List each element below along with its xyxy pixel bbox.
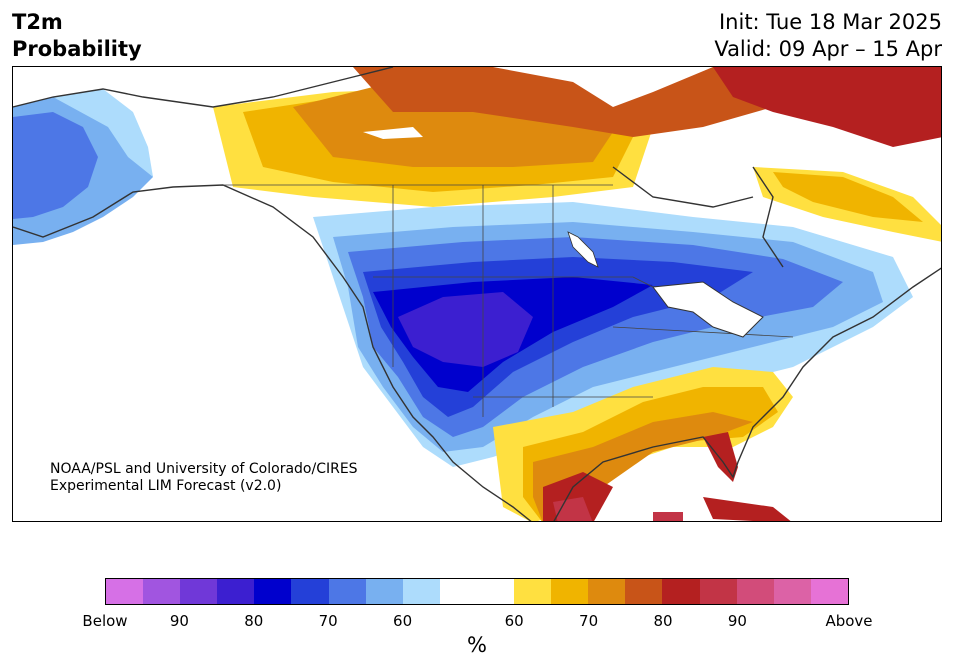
great-lakes <box>652 281 764 338</box>
colorbar-segment <box>810 579 848 604</box>
great-slave-lake <box>363 127 423 139</box>
colorbar-tick-label: Above <box>825 612 873 630</box>
colorbar-tick-label: 90 <box>727 612 747 630</box>
colorbar-segment <box>217 579 255 604</box>
colorbar-segment <box>773 579 811 604</box>
forecast-dates: Init: Tue 18 Mar 2025 Valid: 09 Apr – 15… <box>714 9 942 63</box>
colorbar-tick-label: 80 <box>653 612 673 630</box>
colorbar-segment <box>514 579 552 604</box>
florida-above-red <box>703 432 738 482</box>
valid-dates: Valid: 09 Apr – 15 Apr <box>714 37 942 61</box>
us-below-peak <box>398 292 533 367</box>
lake-winnipeg <box>567 231 599 268</box>
colorbar-segment <box>402 579 440 604</box>
coastlines <box>13 67 941 521</box>
credit-line-2: Experimental LIM Forecast (v2.0) <box>50 478 282 494</box>
colorbar-segment <box>143 579 181 604</box>
canada-above-rust <box>353 67 773 137</box>
colorbar-tick-label: 70 <box>318 612 338 630</box>
title-product: Probability <box>12 37 142 61</box>
greenland-above-red <box>713 67 941 147</box>
colorbar-tick-label: 60 <box>504 612 524 630</box>
credit-text: NOAA/PSL and University of Colorado/CIRE… <box>50 461 358 495</box>
cuba-above <box>703 497 791 521</box>
colorbar-tick-label: 90 <box>169 612 189 630</box>
colorbar-segment <box>106 579 144 604</box>
title-variable: T2m <box>12 10 63 34</box>
colorbar-tick-label: Below <box>82 612 128 630</box>
colorbar-segment <box>699 579 737 604</box>
caribbean-above-pink <box>653 512 683 521</box>
borders <box>223 184 794 417</box>
colorbar-tick-label: 70 <box>579 612 599 630</box>
colorbar-segment <box>439 579 477 604</box>
map-canvas <box>13 67 941 521</box>
init-date: Init: Tue 18 Mar 2025 <box>718 10 942 34</box>
colorbar-segment <box>736 579 774 604</box>
colorbar-tick-label: 60 <box>393 612 413 630</box>
colorbar-tick-label: 80 <box>244 612 264 630</box>
alaska-light <box>53 89 153 177</box>
colorbar-segment <box>476 579 515 604</box>
colorbar-segment <box>625 579 663 604</box>
probability-map: NOAA/PSL and University of Colorado/CIRE… <box>12 66 942 522</box>
map-title: T2m Probability <box>12 9 142 63</box>
colorbar-segment <box>180 579 218 604</box>
credit-line-1: NOAA/PSL and University of Colorado/CIRE… <box>50 461 358 477</box>
alaska-below-inner <box>13 112 98 219</box>
colorbar-segment <box>662 579 700 604</box>
colorbar-segment <box>328 579 366 604</box>
quebec-above-orange <box>773 172 923 222</box>
mexico-above-pink <box>553 497 593 521</box>
colorbar-segment <box>365 579 403 604</box>
colorbar-segment <box>588 579 626 604</box>
colorbar-unit: % <box>467 633 487 657</box>
probability-colorbar <box>105 578 849 605</box>
colorbar-segment <box>551 579 589 604</box>
colorbar-segment <box>291 579 329 604</box>
colorbar-segment <box>254 579 292 604</box>
